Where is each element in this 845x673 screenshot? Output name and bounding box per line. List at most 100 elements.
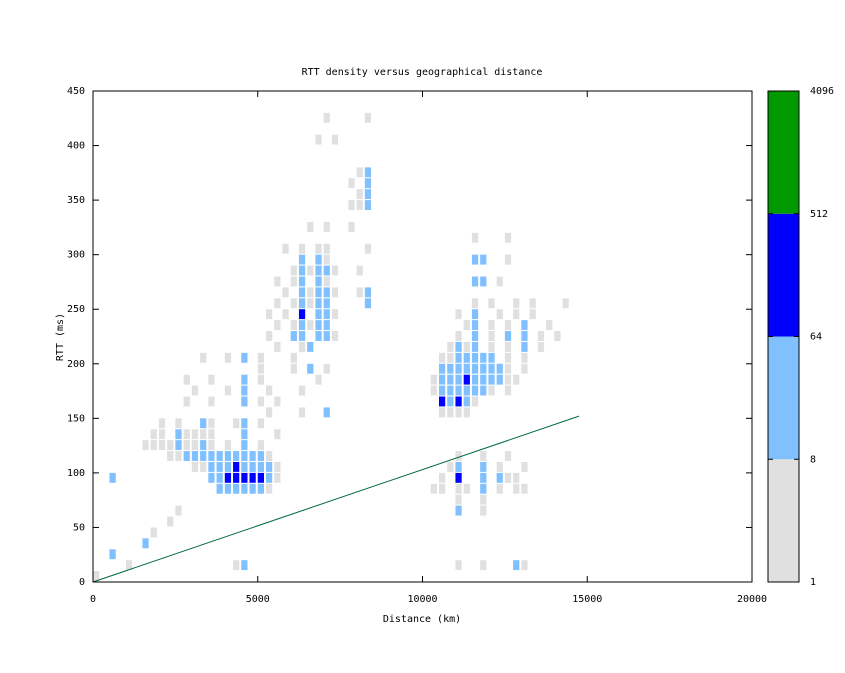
density-cell bbox=[488, 385, 495, 396]
x-tick-label: 15000 bbox=[572, 594, 602, 605]
density-cell bbox=[455, 560, 462, 571]
density-cell bbox=[200, 451, 207, 461]
density-cell bbox=[488, 298, 495, 309]
density-cell bbox=[455, 341, 462, 352]
density-cell bbox=[274, 276, 281, 287]
density-cell bbox=[307, 221, 314, 232]
colorbar-tick-label: 512 bbox=[810, 209, 828, 220]
density-cell bbox=[323, 276, 330, 287]
density-cell bbox=[183, 396, 190, 407]
density-cell bbox=[315, 298, 322, 309]
density-cell bbox=[323, 320, 330, 331]
density-cell bbox=[513, 298, 520, 309]
density-cell bbox=[191, 440, 199, 451]
density-cell bbox=[430, 374, 437, 385]
density-cell bbox=[323, 298, 330, 309]
density-cell bbox=[241, 429, 248, 440]
density-cell bbox=[364, 243, 372, 254]
density-cell bbox=[298, 243, 306, 254]
density-cell bbox=[257, 352, 264, 363]
density-cell bbox=[430, 483, 437, 494]
density-cell bbox=[241, 461, 248, 472]
density-cell bbox=[224, 472, 232, 483]
density-cell bbox=[463, 385, 470, 396]
x-tick-label: 20000 bbox=[737, 594, 767, 605]
density-cell bbox=[521, 352, 528, 363]
density-cell bbox=[290, 363, 297, 374]
density-cell bbox=[241, 483, 248, 494]
density-cell bbox=[224, 461, 232, 472]
density-cell bbox=[504, 341, 512, 352]
density-cell bbox=[109, 549, 116, 560]
density-cell bbox=[488, 363, 495, 374]
density-cell bbox=[471, 331, 479, 341]
density-cell bbox=[158, 440, 166, 451]
density-cell bbox=[455, 331, 462, 341]
density-cell bbox=[208, 418, 215, 429]
density-cell bbox=[257, 472, 264, 483]
density-cell bbox=[488, 374, 495, 385]
density-cell bbox=[504, 385, 512, 396]
density-cell bbox=[191, 461, 199, 472]
density-cell bbox=[208, 451, 215, 461]
density-cell bbox=[298, 320, 306, 331]
density-cell bbox=[471, 396, 479, 407]
density-cell bbox=[455, 363, 462, 374]
density-cell bbox=[488, 341, 495, 352]
density-cell bbox=[504, 363, 512, 374]
density-cell bbox=[315, 331, 322, 341]
density-cell bbox=[290, 265, 297, 276]
density-cell bbox=[298, 385, 306, 396]
density-cell bbox=[290, 331, 297, 341]
density-cell bbox=[200, 352, 207, 363]
density-cell bbox=[298, 276, 306, 287]
density-cell bbox=[307, 341, 314, 352]
density-cell bbox=[521, 320, 528, 331]
density-cell bbox=[471, 341, 479, 352]
y-tick-label: 450 bbox=[67, 86, 85, 97]
density-cell bbox=[364, 200, 372, 211]
density-cell bbox=[447, 341, 454, 352]
density-cell bbox=[307, 363, 314, 374]
density-cell bbox=[447, 461, 454, 472]
density-cell bbox=[521, 461, 528, 472]
y-axis-label: RTT (ms) bbox=[55, 313, 66, 361]
density-cell bbox=[241, 374, 248, 385]
density-cell bbox=[265, 483, 273, 494]
chart-title: RTT density versus geographical distance bbox=[302, 67, 543, 78]
density-cell bbox=[216, 483, 223, 494]
y-tick-label: 400 bbox=[67, 141, 85, 152]
colorbar-band bbox=[768, 91, 799, 214]
density-cell bbox=[364, 189, 372, 200]
density-cell bbox=[315, 309, 322, 320]
density-cell bbox=[233, 483, 240, 494]
density-cell bbox=[463, 483, 470, 494]
density-cell bbox=[233, 461, 240, 472]
density-cell bbox=[331, 287, 339, 298]
density-cell bbox=[562, 298, 569, 309]
density-cell bbox=[529, 309, 536, 320]
y-tick-label: 200 bbox=[67, 359, 85, 370]
density-cell bbox=[480, 560, 487, 571]
colorbar-band bbox=[768, 336, 799, 460]
density-cell bbox=[471, 352, 479, 363]
density-cell bbox=[438, 385, 446, 396]
density-cell bbox=[315, 265, 322, 276]
density-cell bbox=[315, 243, 322, 254]
density-cell bbox=[233, 418, 240, 429]
density-cell bbox=[504, 320, 512, 331]
density-cell bbox=[158, 429, 166, 440]
density-cell bbox=[331, 331, 339, 341]
density-cell bbox=[447, 374, 454, 385]
density-cell bbox=[249, 451, 256, 461]
density-cell bbox=[216, 472, 223, 483]
density-cell bbox=[298, 407, 306, 418]
density-cell bbox=[438, 396, 446, 407]
density-cell bbox=[463, 407, 470, 418]
density-cell bbox=[257, 363, 264, 374]
density-cell bbox=[290, 352, 297, 363]
density-cell bbox=[455, 396, 462, 407]
